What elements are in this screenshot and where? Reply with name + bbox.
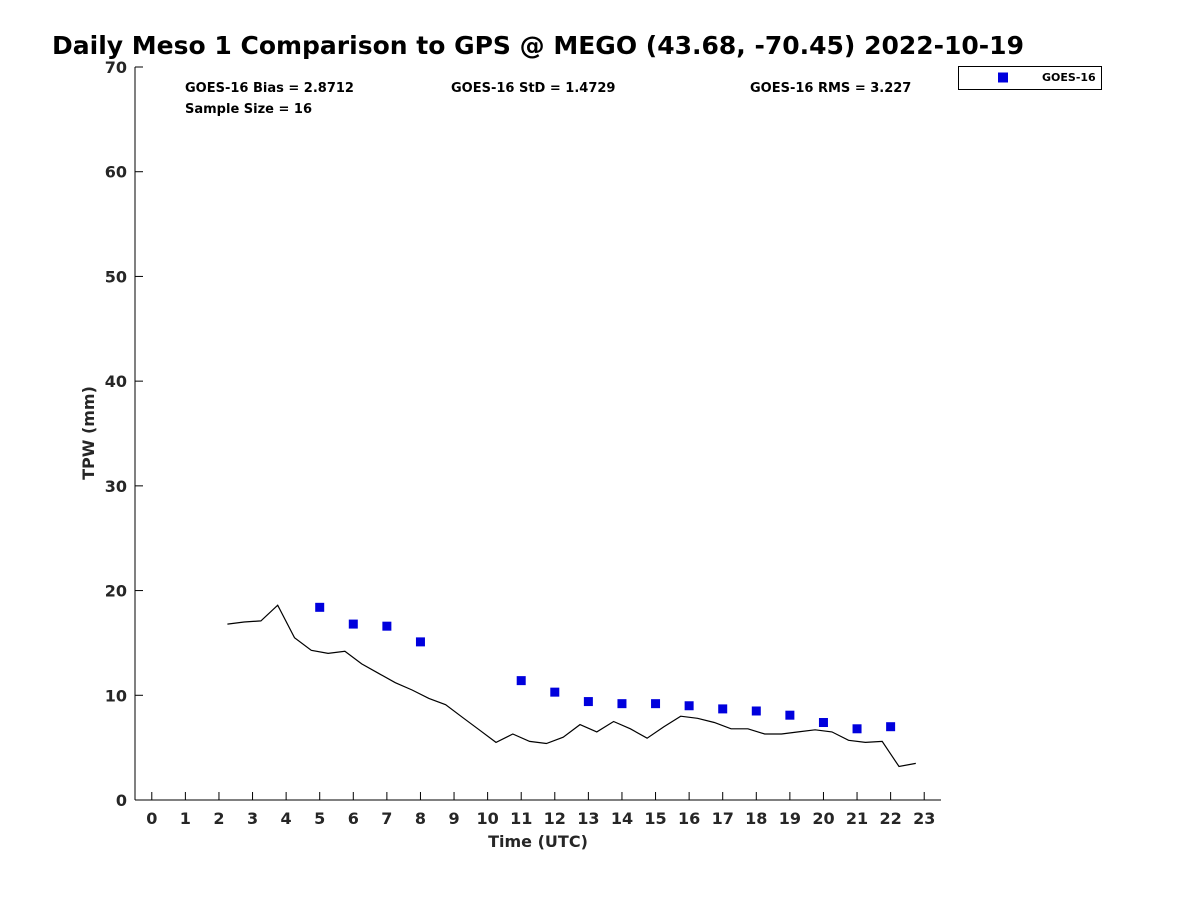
x-tick-label: 8 [415,809,426,828]
legend: GOES-16 [958,66,1102,90]
chart-title: Daily Meso 1 Comparison to GPS @ MEGO (4… [52,31,1024,60]
x-tick-label: 1 [180,809,191,828]
y-tick-label: 0 [116,791,127,810]
x-tick-label: 15 [644,809,666,828]
x-tick-label: 20 [812,809,834,828]
goes16-point [684,701,694,711]
x-tick-label: 16 [678,809,700,828]
goes16-point [886,722,896,732]
y-tick-label: 40 [105,372,127,391]
x-tick-label: 12 [544,809,566,828]
goes16-point [550,687,560,697]
legend-label-goes16: GOES-16 [1042,71,1096,84]
x-ticks: 0 1 2 3 4 5 6 7 8 9 10 11 12 13 14 15 16 17 18 19 20 21 22 23 [146,792,935,828]
y-tick-label: 60 [105,163,127,182]
bias-stat: GOES-16 Bias = 2.8712 [185,81,354,96]
y-ticks: 0 10 20 30 40 50 60 70 [105,58,143,810]
goes16-point [718,704,728,714]
x-tick-label: 23 [913,809,935,828]
y-tick-label: 10 [105,686,127,705]
x-tick-label: 9 [448,809,459,828]
x-tick-label: 14 [611,809,633,828]
goes16-point [818,718,828,728]
goes16-point [852,724,862,734]
rms-stat: GOES-16 RMS = 3.227 [750,81,911,96]
x-tick-label: 0 [146,809,157,828]
series-layer [227,602,916,768]
x-tick-label: 3 [247,809,258,828]
plot-axes [134,67,941,801]
gps-tpw-line [227,604,916,768]
goes16-point [382,621,392,631]
goes16-point [516,676,526,686]
legend-marker-square [998,72,1008,83]
goes16-point [348,619,358,629]
x-tick-label: 13 [577,809,599,828]
sample-size-stat: Sample Size = 16 [185,102,312,117]
goes16-point [751,706,761,716]
y-tick-label: 50 [105,267,127,286]
x-tick-label: 11 [510,809,532,828]
goes16-point [583,697,593,707]
x-tick-label: 22 [879,809,901,828]
legend-box [958,66,1102,90]
x-tick-label: 6 [348,809,359,828]
x-tick-label: 5 [314,809,325,828]
std-stat: GOES-16 StD = 1.4729 [451,81,615,96]
x-axis-label: Time (UTC) [488,832,588,851]
x-tick-label: 19 [779,809,801,828]
x-tick-label: 4 [281,809,292,828]
x-tick-label: 2 [213,809,224,828]
goes16-point [617,699,627,709]
y-tick-label: 20 [105,582,127,601]
x-tick-label: 7 [381,809,392,828]
goes16-point [415,637,425,647]
y-tick-label: 70 [105,58,127,77]
goes16-point [315,602,325,612]
y-axis-label: TPW (mm) [79,386,98,480]
x-tick-label: 17 [712,809,734,828]
goes16-point [651,699,661,709]
x-tick-label: 10 [476,809,498,828]
y-tick-label: 30 [105,477,127,496]
x-tick-label: 21 [846,809,868,828]
x-tick-label: 18 [745,809,767,828]
goes16-point [785,710,795,720]
